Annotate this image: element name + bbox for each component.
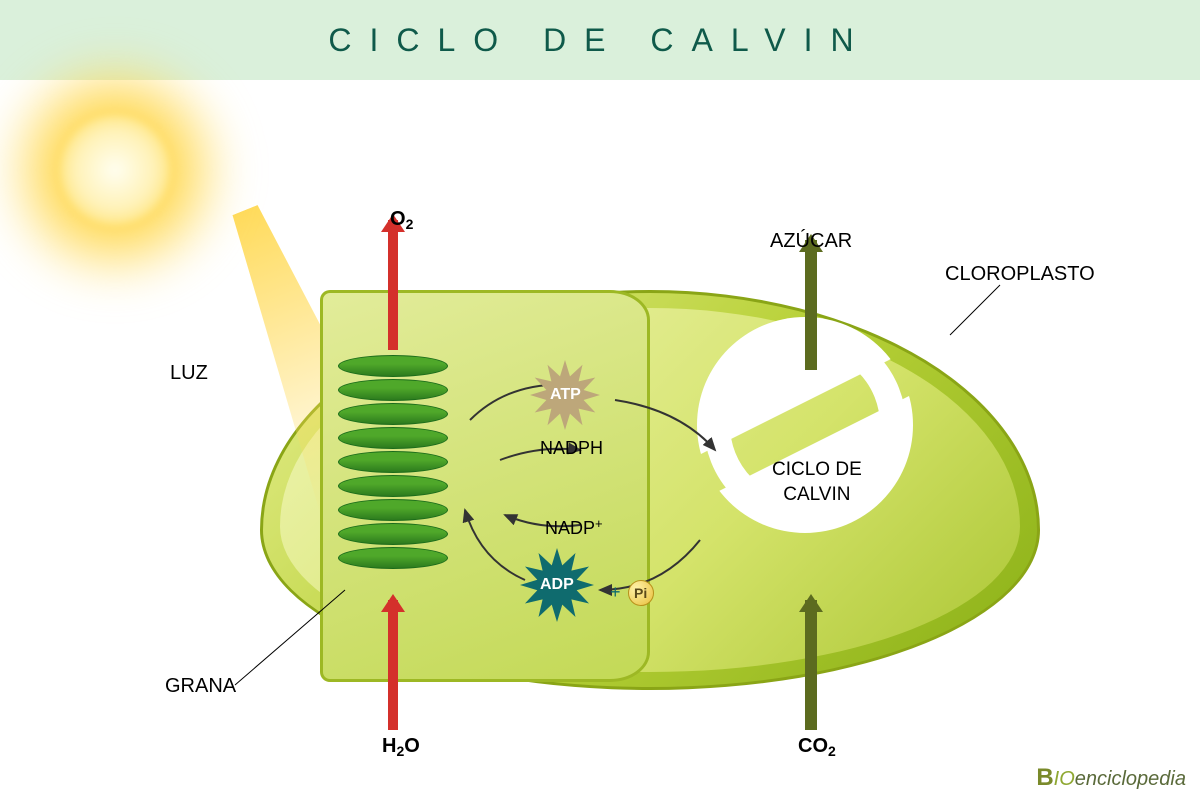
co2-sub: 2 <box>828 743 836 759</box>
label-plus: + <box>610 582 621 603</box>
label-cycle: CICLO DE CALVIN <box>772 458 862 507</box>
co2-base: CO <box>798 735 828 757</box>
logo-b: B <box>1036 764 1053 791</box>
h2o-o: O <box>404 735 420 757</box>
label-azucar: AZÚCAR <box>770 230 852 253</box>
label-o2: O2 <box>390 208 413 231</box>
nadp-sup: + <box>595 516 603 531</box>
label-cloroplasto: CLOROPLASTO <box>945 263 1095 286</box>
label-pi: Pi <box>634 585 647 601</box>
diagram-canvas: LUZ GRANA O2 H2O AZÚCAR CLOROPLASTO CO2 … <box>0 80 1200 800</box>
label-nadph: NADPH <box>540 438 603 459</box>
label-h2o: H2O <box>382 735 420 758</box>
page-title: CICLO DE CALVIN <box>328 22 871 59</box>
logo-io: IO <box>1054 768 1075 790</box>
label-nadp: NADP+ <box>545 518 603 539</box>
nadp-base: NADP <box>545 518 595 538</box>
cycle-line2: CALVIN <box>783 484 850 505</box>
o2-base: O <box>390 208 406 230</box>
label-luz: LUZ <box>170 362 208 385</box>
label-atp: ATP <box>550 386 581 404</box>
o2-sub: 2 <box>406 216 414 232</box>
h2o-sub: 2 <box>396 743 404 759</box>
label-grana: GRANA <box>165 675 236 698</box>
title-bar: CICLO DE CALVIN <box>0 0 1200 80</box>
logo-rest: enciclopedia <box>1075 768 1186 790</box>
cycle-line1: CICLO DE <box>772 459 862 480</box>
label-co2: CO2 <box>798 735 836 758</box>
label-adp: ADP <box>540 576 574 594</box>
logo-bioenciclopedia: BIOenciclopedia <box>1036 764 1186 792</box>
h2o-h: H <box>382 735 396 757</box>
